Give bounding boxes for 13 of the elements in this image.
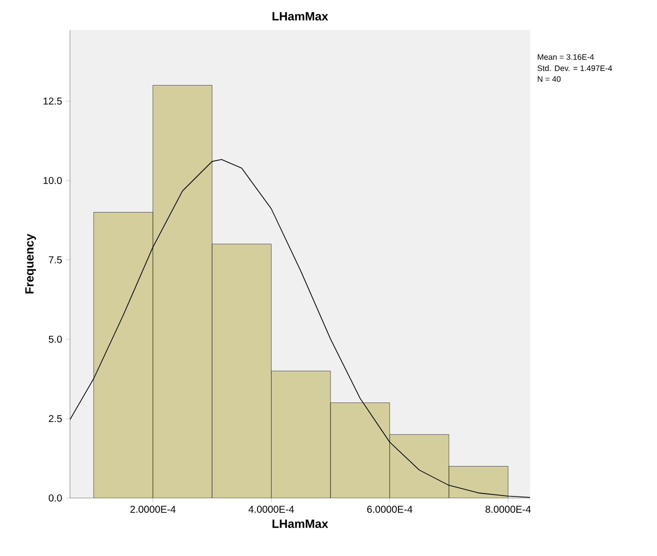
y-tick-label: 5.0 [48,336,62,343]
y-tick-label: 0.0 [48,494,62,502]
y-tick-label: 10.0 [44,176,62,184]
chart-title: LHamMax [272,12,328,20]
y-tick-label: 2.5 [48,415,62,422]
x-axis-title: LHamMax [272,520,328,528]
x-tick-label: 2.0000E-4 [130,506,176,513]
y-axis-title: Frequency [25,234,36,294]
x-tick-label: 6.0000E-4 [367,506,412,513]
y-tick-label: 7.5 [48,256,62,264]
y-tick-label: 12.5 [44,98,62,105]
x-tick-label: 4.0000E-4 [248,506,294,513]
x-tick-label: 8.0000E-4 [486,506,531,513]
